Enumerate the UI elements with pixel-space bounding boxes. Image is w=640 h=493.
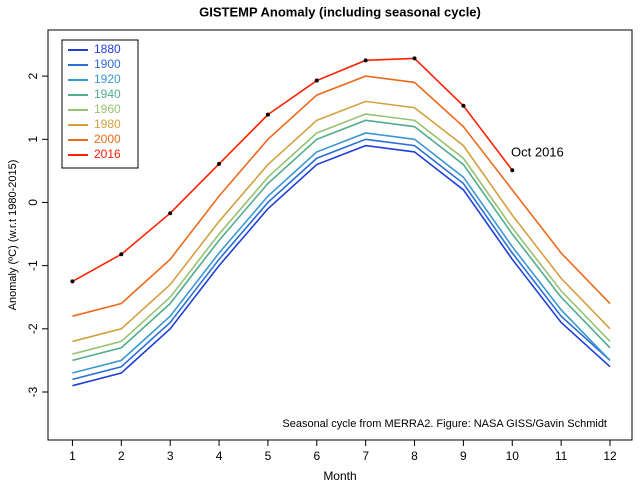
y-tick-label: -3 [26,386,40,397]
point [265,112,270,117]
x-tick-label: 8 [411,449,418,463]
x-tick-label: 2 [118,449,125,463]
x-tick-label: 4 [216,449,223,463]
x-tick-label: 10 [506,449,520,463]
point [314,78,319,83]
x-tick-label: 5 [265,449,272,463]
series-line [72,75,611,317]
point [510,168,515,173]
x-tick-label: 12 [603,449,617,463]
legend-label: 2016 [94,147,121,161]
x-tick-label: 3 [167,449,174,463]
legend-box [61,39,139,169]
x-tick-label: 6 [313,449,320,463]
x-axis-label: Month [323,469,356,483]
series-line [72,138,611,381]
y-tick-label: -2 [26,323,40,334]
legend-label: 1980 [94,117,121,131]
y-tick-label: 0 [26,199,40,206]
y-axis-label: Anomaly (ºC) (w.r.t 1980-2015) [7,160,19,311]
x-tick-label: 11 [555,449,568,463]
point [70,279,75,284]
annotation: Oct 2016 [511,144,564,159]
series-line [72,57,513,283]
legend-label: 1960 [94,102,121,116]
point [217,161,222,166]
plot-frame [47,29,633,441]
series-line [72,132,611,374]
series-line [72,144,611,387]
series-line [72,113,611,355]
legend-label: 1940 [94,87,121,101]
point [461,103,466,108]
caption: Seasonal cycle from MERRA2. Figure: NASA… [282,418,607,430]
series-line [72,100,611,343]
x-tick-label: 1 [69,449,76,463]
point [168,211,173,216]
x-tick-label: 7 [362,449,369,463]
legend-label: 1880 [94,42,121,56]
legend-label: 1900 [94,57,121,71]
point [412,56,417,61]
legend-label: 2000 [94,132,121,146]
y-tick-label: 2 [26,72,40,79]
y-tick-label: -1 [26,260,40,271]
point [119,252,124,257]
series-line [72,119,611,362]
chart-title: GISTEMP Anomaly (including seasonal cycl… [199,4,481,19]
y-tick-label: 1 [26,136,40,143]
x-tick-label: 9 [460,449,467,463]
legend-label: 1920 [94,72,121,86]
point [363,58,368,63]
